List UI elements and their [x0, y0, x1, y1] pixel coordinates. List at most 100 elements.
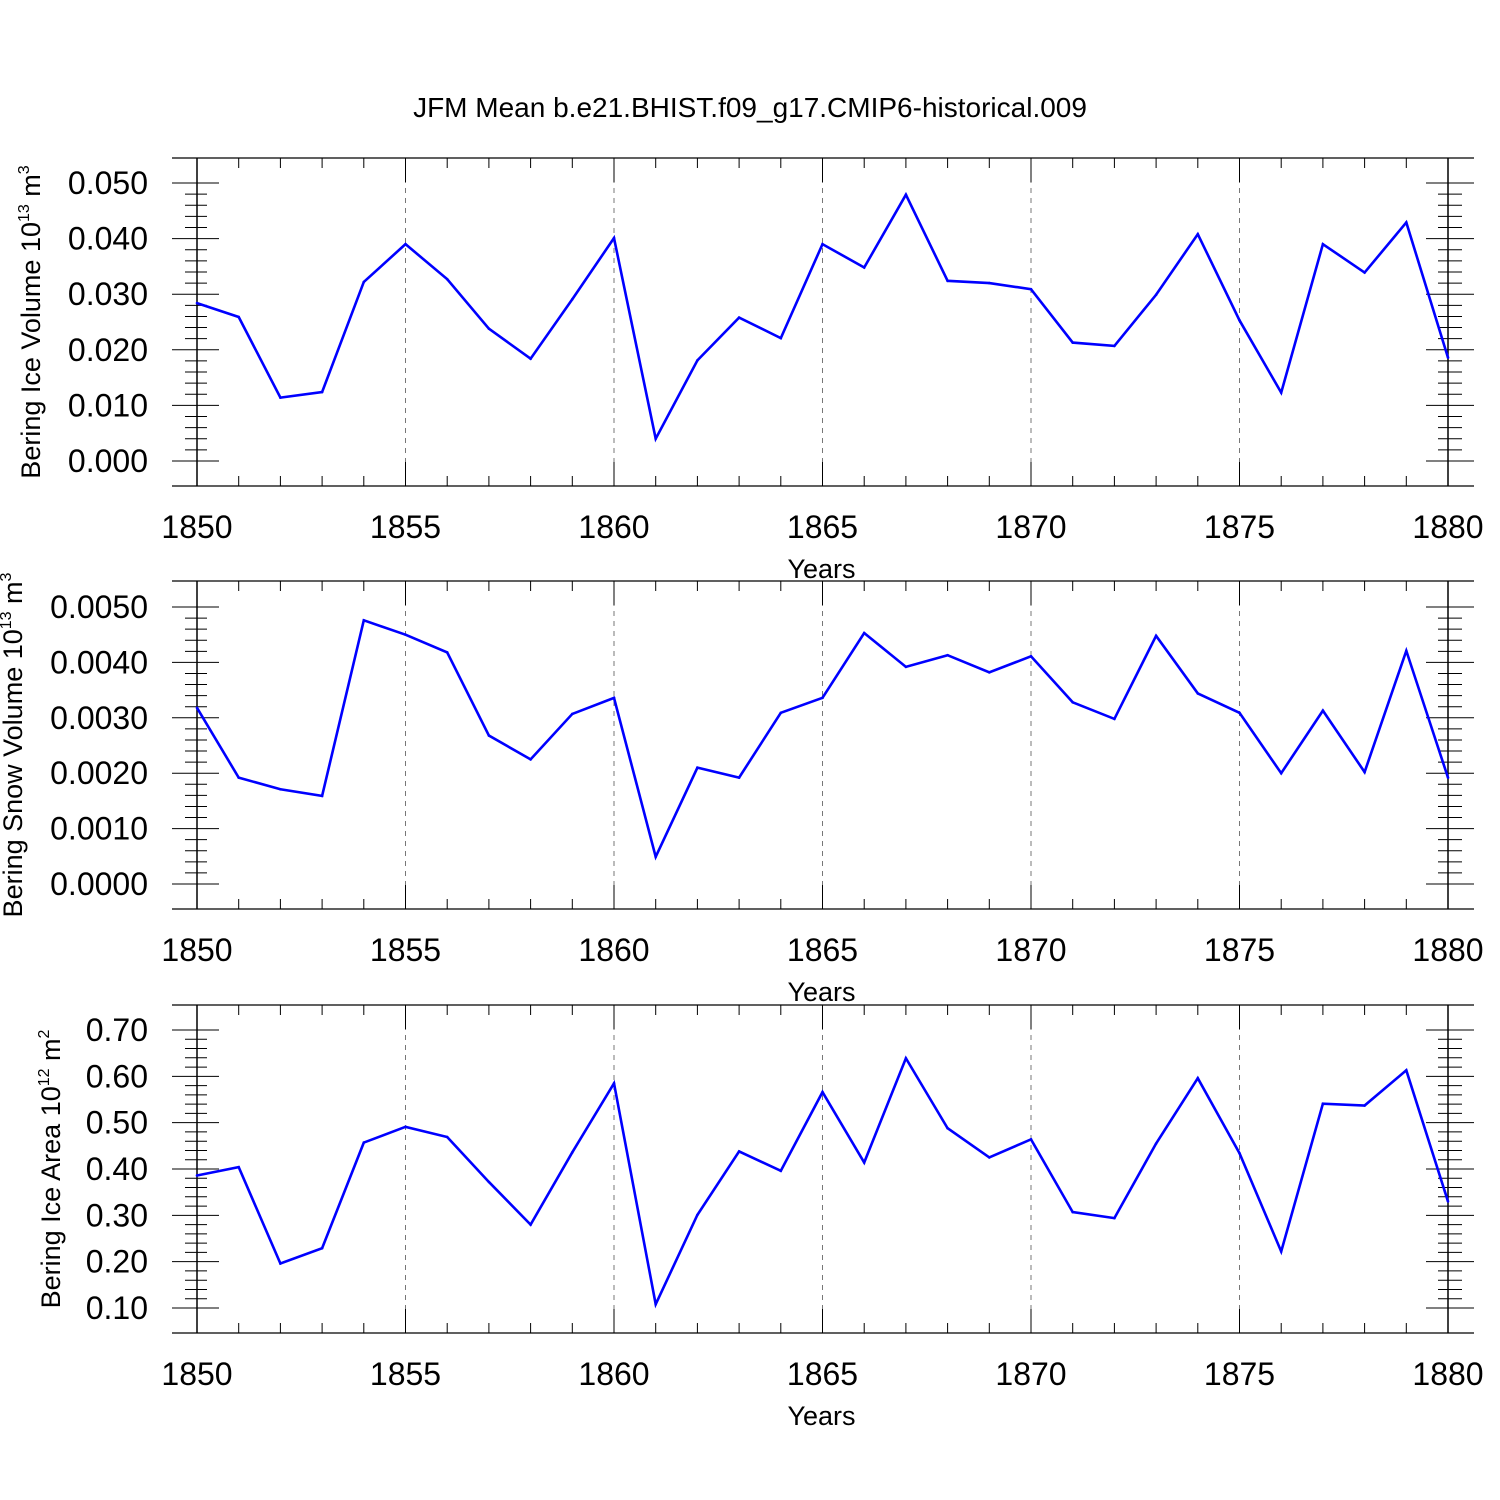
y-axis-label-unit-exponent: 3: [16, 165, 33, 174]
data-point: [404, 242, 407, 246]
data-point: [1446, 356, 1450, 359]
data-point: [654, 1302, 657, 1306]
data-point: [904, 665, 908, 669]
data-point: [737, 316, 741, 319]
data-point: [988, 671, 991, 674]
data-point: [1196, 692, 1200, 695]
data-point: [195, 1174, 199, 1177]
data-point: [1405, 1069, 1408, 1072]
panel-1: 0.000 0.010 0.020 0.030 0.040 0.050 1850 1855 18…: [16, 157, 1484, 584]
data-point: [904, 1056, 908, 1060]
data-point: [1113, 1216, 1116, 1220]
data-point: [1071, 341, 1074, 344]
data-point: [237, 1165, 240, 1169]
data-point: [1363, 770, 1366, 774]
y-tick-label: 0.60: [86, 1058, 148, 1094]
x-tick-label: 1855: [370, 932, 441, 968]
y-tick-label: 0.0000: [50, 866, 148, 902]
data-point: [1154, 1142, 1158, 1145]
data-point: [1029, 1138, 1033, 1141]
y-axis-label-main: Bering Ice Volume 10: [16, 222, 46, 479]
panel-3: 0.10 0.20 0.30 0.40 0.50 0.60 0.70 1850 1855 1860…: [36, 1004, 1484, 1431]
data-point: [529, 357, 532, 360]
y-tick-label: 0.10: [86, 1290, 148, 1326]
data-point: [737, 1150, 741, 1153]
data-point: [320, 390, 324, 394]
data-point: [1238, 1151, 1241, 1155]
x-tick-label: 1875: [1204, 509, 1275, 545]
x-tick-label: 1880: [1412, 1356, 1483, 1392]
data-point: [279, 396, 282, 399]
x-tick-label: 1870: [995, 932, 1066, 968]
x-tick-label: 1875: [1204, 1356, 1275, 1392]
x-tick-label: 1865: [787, 1356, 858, 1392]
x-tick-label: 1865: [787, 509, 858, 545]
data-point: [862, 266, 866, 269]
data-point: [1405, 221, 1408, 224]
x-axis-label: Years: [787, 977, 855, 1007]
data-point: [946, 279, 949, 283]
data-point: [487, 734, 491, 737]
data-point: [946, 653, 949, 657]
y-tick-label: 0.40: [86, 1151, 148, 1187]
y-axis-label: Bering Ice Volume 1013 m3: [16, 165, 46, 478]
y-axis-label-exponent: 13: [0, 611, 15, 629]
data-point: [362, 618, 366, 622]
y-tick-label: 0.000: [68, 443, 148, 479]
data-point: [988, 1156, 991, 1159]
y-tick-label: 0.0030: [50, 700, 148, 736]
data-point: [237, 776, 240, 779]
data-point: [195, 301, 199, 305]
y-tick-label: 0.0010: [50, 811, 148, 847]
data-point: [779, 711, 783, 715]
data-point: [1446, 776, 1450, 779]
data-point: [737, 776, 741, 779]
y-tick-label: 0.0050: [50, 589, 148, 625]
x-tick-label: 1865: [787, 932, 858, 968]
data-point: [1154, 293, 1158, 297]
data-point: [487, 327, 491, 330]
data-point: [529, 1223, 532, 1226]
x-tick-label: 1875: [1204, 932, 1275, 968]
data-point: [988, 281, 991, 285]
data-point: [1029, 655, 1033, 658]
y-tick-label: 0.20: [86, 1244, 148, 1280]
data-point: [1071, 1210, 1074, 1214]
data-point: [1196, 1076, 1200, 1080]
x-tick-label: 1860: [578, 509, 649, 545]
data-point: [779, 336, 783, 340]
data-point: [1446, 1200, 1450, 1203]
data-point: [1321, 1102, 1325, 1105]
data-point: [571, 712, 574, 716]
data-point: [1113, 717, 1116, 721]
data-point: [362, 1141, 366, 1144]
data-point: [862, 631, 866, 635]
y-tick-label: 0.70: [86, 1012, 148, 1048]
data-point: [279, 787, 282, 791]
data-point: [571, 1151, 574, 1154]
y-axis-label-exponent: 12: [36, 1068, 53, 1086]
data-point: [696, 359, 699, 362]
data-point: [821, 242, 824, 246]
y-tick-label: 0.050: [68, 165, 148, 201]
y-axis-label-unit-exponent: 2: [36, 1029, 53, 1038]
data-point: [1238, 319, 1241, 322]
x-tick-label: 1860: [578, 932, 649, 968]
data-point: [862, 1161, 866, 1164]
y-axis-label-unit: m: [36, 1038, 66, 1068]
data-point: [654, 855, 657, 859]
x-tick-label: 1880: [1412, 932, 1483, 968]
data-point: [1321, 242, 1325, 246]
panel-2: 0.0000 0.0010 0.0020 0.0030 0.0040 0.0050 1850…: [0, 572, 1484, 1007]
x-tick-label: 1850: [161, 1356, 232, 1392]
x-tick-label: 1855: [370, 509, 441, 545]
data-point: [696, 1213, 699, 1217]
data-point: [320, 1246, 324, 1250]
y-axis-label-unit: m: [16, 174, 46, 204]
data-point: [195, 706, 199, 710]
y-tick-label: 0.030: [68, 276, 148, 312]
data-point: [1238, 711, 1241, 715]
y-axis-label-unit: m: [0, 581, 28, 611]
